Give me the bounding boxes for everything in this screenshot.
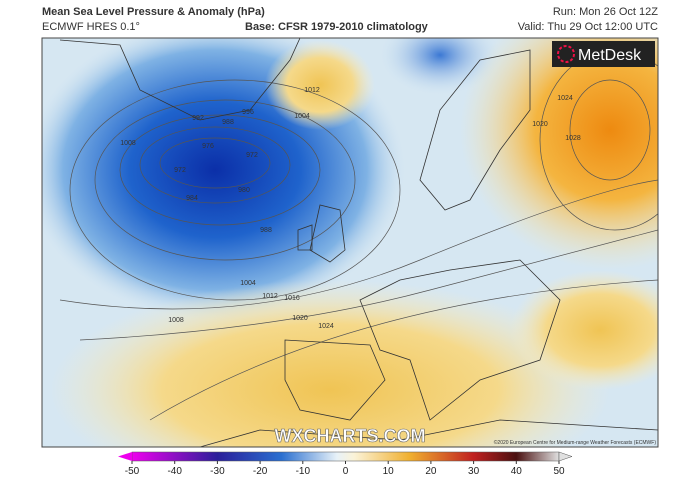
contour-label: 1012 <box>262 293 278 300</box>
base: Base: CFSR 1979-2010 climatology <box>245 21 429 33</box>
colorbar-tick-label: -30 <box>210 466 225 477</box>
colorbar-tick-label: -50 <box>125 466 140 477</box>
model: ECMWF HRES 0.1° <box>42 21 140 33</box>
contour-label: 972 <box>246 152 258 159</box>
colorbar-tick-label: -40 <box>167 466 182 477</box>
contour-label: 996 <box>242 109 254 116</box>
map <box>42 38 658 447</box>
colorbar-tick-label: -20 <box>253 466 268 477</box>
contour-label: 1024 <box>318 323 334 330</box>
contour-label: 988 <box>260 227 272 234</box>
colorbar-tick-label: 50 <box>553 466 565 477</box>
contour-label: 1012 <box>304 87 320 94</box>
contour-label: 984 <box>186 195 198 202</box>
valid: Valid: Thu 29 Oct 12:00 UTC <box>518 21 658 33</box>
credit: ©2020 European Centre for Medium-range W… <box>494 439 657 446</box>
contour-label: 1024 <box>557 95 573 102</box>
contour-label: 1020 <box>292 315 308 322</box>
watermark: WXCHARTS.COM <box>275 426 426 446</box>
colorbar-tick-label: 10 <box>383 466 395 477</box>
colorbar-end <box>558 451 573 462</box>
contour-label: 976 <box>202 143 214 150</box>
contour-label: 972 <box>174 167 186 174</box>
colorbar <box>131 451 560 462</box>
colorbar-tick-label: 40 <box>511 466 523 477</box>
contour-label: 1004 <box>240 280 256 287</box>
map-frame <box>41 37 659 448</box>
title: Mean Sea Level Pressure & Anomaly (hPa) <box>42 6 265 18</box>
colorbar-tick-label: -10 <box>296 466 311 477</box>
contour-label: 980 <box>238 187 250 194</box>
contour-label: 1008 <box>168 317 184 324</box>
contour-label: 1004 <box>294 113 310 120</box>
logo: MetDesk <box>578 47 642 64</box>
contour-label: 992 <box>192 115 204 122</box>
contour-label: 1020 <box>532 121 548 128</box>
logo-icon <box>557 45 575 63</box>
colorbar-end <box>118 452 132 461</box>
colorbar-tick-label: 0 <box>343 466 349 477</box>
contour-label: 1016 <box>284 295 300 302</box>
contour-label: 1028 <box>565 135 581 142</box>
colorbar-tick-label: 20 <box>425 466 437 477</box>
logo-box <box>552 41 655 67</box>
contour-label: 1008 <box>120 140 136 147</box>
run: Run: Mon 26 Oct 12Z <box>553 6 658 18</box>
colorbar-tick-label: 30 <box>468 466 480 477</box>
contour-label: 988 <box>222 119 234 126</box>
